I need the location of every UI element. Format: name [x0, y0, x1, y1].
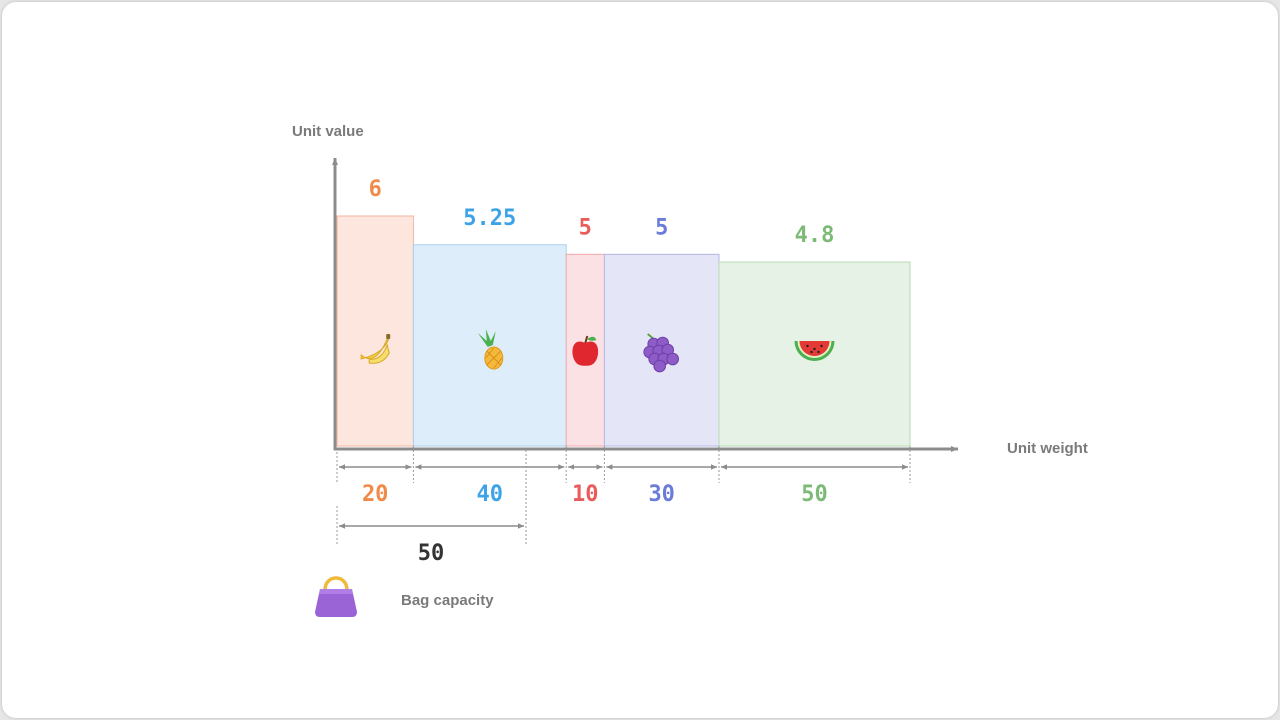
bar-watermelon: 4.8 [718, 223, 911, 447]
capacity-label: 50 [418, 541, 445, 566]
grapes-icon [643, 333, 680, 373]
capacity-dimension: 50 [336, 450, 527, 566]
banana-icon [360, 334, 391, 364]
unit-value-label-grapes: 5 [655, 215, 668, 240]
watermelon-icon [794, 341, 835, 362]
bar-apple: 5 [565, 215, 605, 447]
y-axis-label: Unit value [292, 123, 364, 140]
weight-label-banana: 20 [362, 482, 389, 507]
legend: Bag capacity [315, 576, 494, 617]
pineapple-icon [477, 329, 504, 370]
bar-grapes: 5 [603, 215, 720, 447]
unit-value-label-apple: 5 [579, 215, 592, 240]
unit-value-label-pineapple: 5.25 [463, 206, 516, 231]
bar-pineapple: 5.25 [412, 206, 567, 447]
bar-banana: 6 [336, 177, 414, 447]
weight-label-pineapple: 40 [477, 482, 504, 507]
weight-label-grapes: 30 [648, 482, 675, 507]
legend-label: Bag capacity [401, 592, 494, 609]
x-axis-label: Unit weight [1007, 440, 1088, 457]
dimensions-group: 20 40 10 30 50 [336, 446, 911, 507]
apple-icon [572, 335, 599, 366]
weight-label-apple: 10 [572, 482, 599, 507]
unit-value-label-banana: 6 [369, 177, 382, 202]
bar-rect-banana [336, 215, 414, 447]
weight-label-watermelon: 50 [801, 482, 828, 507]
bars-group: 6 5.25 5 5 4.8 [336, 177, 911, 447]
unit-value-label-watermelon: 4.8 [795, 223, 835, 248]
handbag-icon [315, 576, 357, 617]
